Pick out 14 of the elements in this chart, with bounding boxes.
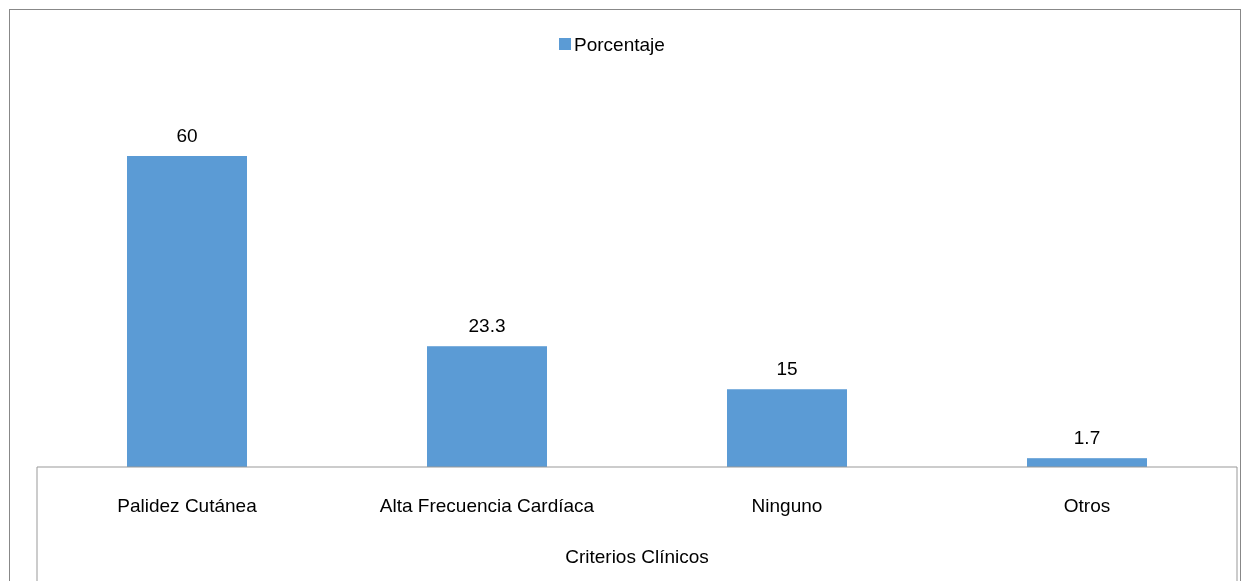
data-label: 60	[176, 125, 198, 146]
legend-label: Porcentaje	[574, 34, 665, 55]
x-tick-label: Alta Frecuencia Cardíaca	[379, 495, 595, 516]
bar	[1027, 458, 1147, 467]
x-tick-label: Ninguno	[751, 495, 823, 516]
bar	[727, 389, 847, 467]
bar	[427, 346, 547, 467]
x-axis-title: Criterios Clínicos	[565, 546, 709, 567]
data-label: 1.7	[1073, 427, 1101, 449]
x-tick-label: Otros	[1063, 495, 1111, 516]
data-label: 15	[776, 358, 798, 380]
bar	[127, 156, 247, 467]
data-label: 23.3	[468, 315, 506, 337]
x-tick-label: Palidez Cutánea	[117, 495, 258, 516]
